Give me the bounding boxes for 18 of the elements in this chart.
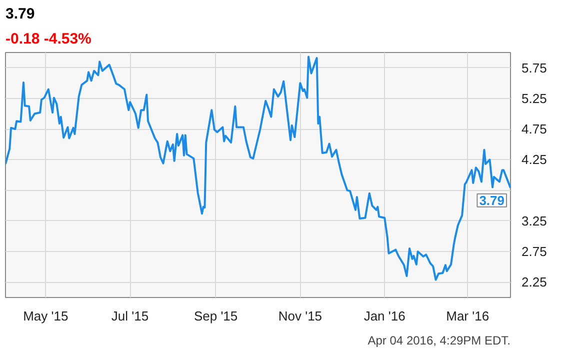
- y-tick-label: 3.25: [522, 213, 547, 228]
- x-tick-label: Nov '15: [278, 308, 322, 324]
- y-tick-label: 5.75: [522, 60, 547, 76]
- text: Apr 04 2016, 4:29PM EDT.: [368, 334, 511, 348]
- x-tick-label: Sep '15: [194, 308, 238, 324]
- data-label: 3.79: [479, 192, 505, 208]
- y-tick-label: 4.75: [522, 122, 547, 137]
- x-tick-label: Jan '16: [364, 308, 406, 324]
- x-tick-label: May '15: [23, 308, 68, 324]
- x-tick-label: Mar '16: [446, 308, 490, 324]
- y-tick-label: 5.25: [522, 90, 547, 106]
- x-tick-label: Jul '15: [111, 308, 149, 324]
- line-series: [6, 56, 510, 281]
- y-tick-label: 2.75: [522, 244, 547, 260]
- chart-subtitle: -0.18 -4.53%: [6, 30, 92, 48]
- chart-title: 3.79: [6, 6, 35, 22]
- y-tick-label: 4.25: [522, 152, 547, 168]
- y-tick-label: 2.25: [522, 274, 547, 290]
